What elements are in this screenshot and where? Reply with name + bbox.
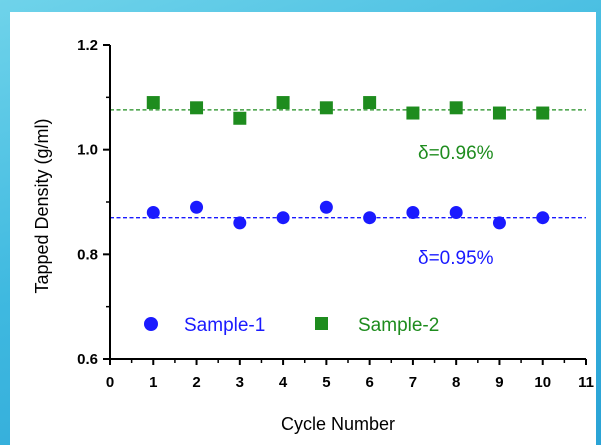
sample-1-annotation: δ=0.95% <box>418 248 494 269</box>
data-point-sample-1 <box>319 200 333 214</box>
x-tick-label: 2 <box>192 374 200 391</box>
x-tick-label: 3 <box>236 374 244 391</box>
data-point-sample-2 <box>146 96 160 110</box>
mean-lines <box>110 109 586 219</box>
x-axis-title: Cycle Number <box>281 414 395 434</box>
legend: Sample-1 Sample-2 <box>144 315 439 336</box>
x-tick-label: 0 <box>106 374 114 391</box>
y-tick-label: 0.6 <box>77 351 98 368</box>
data-point-sample-1 <box>146 205 160 219</box>
data-point-sample-2 <box>276 96 290 110</box>
legend-marker-sample-1 <box>144 317 158 331</box>
axes <box>109 45 586 360</box>
x-tick-label: 9 <box>495 374 503 391</box>
data-point-sample-2 <box>449 101 463 115</box>
legend-label-sample-2: Sample-2 <box>358 315 439 336</box>
data-point-sample-2 <box>492 106 506 120</box>
data-point-sample-1 <box>406 205 420 219</box>
chart-card: 0 1 2 3 4 5 6 7 8 9 10 11 0.6 0.8 1.0 1.2 Cycle Number… <box>10 12 596 445</box>
x-tick-label: 7 <box>409 374 417 391</box>
x-tick-label: 10 <box>534 374 551 391</box>
sample-2-annotation: δ=0.96% <box>418 143 494 164</box>
x-ticks: 0 1 2 3 4 5 6 7 8 9 10 11 <box>106 359 594 391</box>
data-point-sample-1 <box>492 216 506 230</box>
data-point-sample-1 <box>276 211 290 225</box>
data-point-sample-1 <box>233 216 247 230</box>
data-point-sample-2 <box>363 96 377 110</box>
data-point-sample-2 <box>190 101 204 115</box>
data-points <box>146 96 550 230</box>
y-tick-label: 1.2 <box>77 37 98 54</box>
x-tick-label: 5 <box>322 374 330 391</box>
x-tick-label: 11 <box>578 374 594 391</box>
data-point-sample-2 <box>233 111 247 125</box>
legend-label-sample-1: Sample-1 <box>184 315 265 336</box>
y-ticks: 0.6 0.8 1.0 1.2 <box>77 37 110 368</box>
data-point-sample-1 <box>190 200 204 214</box>
data-point-sample-2 <box>536 106 550 120</box>
scatter-chart: 0 1 2 3 4 5 6 7 8 9 10 11 0.6 0.8 1.0 1.2 Cycle Number… <box>32 37 594 434</box>
data-point-sample-1 <box>536 211 550 225</box>
data-point-sample-1 <box>449 205 463 219</box>
x-tick-label: 6 <box>365 374 373 391</box>
y-tick-label: 1.0 <box>77 142 98 159</box>
x-tick-label: 1 <box>149 374 157 391</box>
y-tick-label: 0.8 <box>77 246 98 263</box>
legend-marker-sample-2 <box>315 317 328 330</box>
annotations: δ=0.96% δ=0.95% <box>418 143 494 269</box>
x-tick-label: 8 <box>452 374 460 391</box>
data-point-sample-2 <box>319 101 333 115</box>
data-point-sample-2 <box>406 106 420 120</box>
x-tick-label: 4 <box>279 374 288 391</box>
y-axis-title: Tapped Density (g/ml) <box>32 118 52 293</box>
data-point-sample-1 <box>363 211 377 225</box>
